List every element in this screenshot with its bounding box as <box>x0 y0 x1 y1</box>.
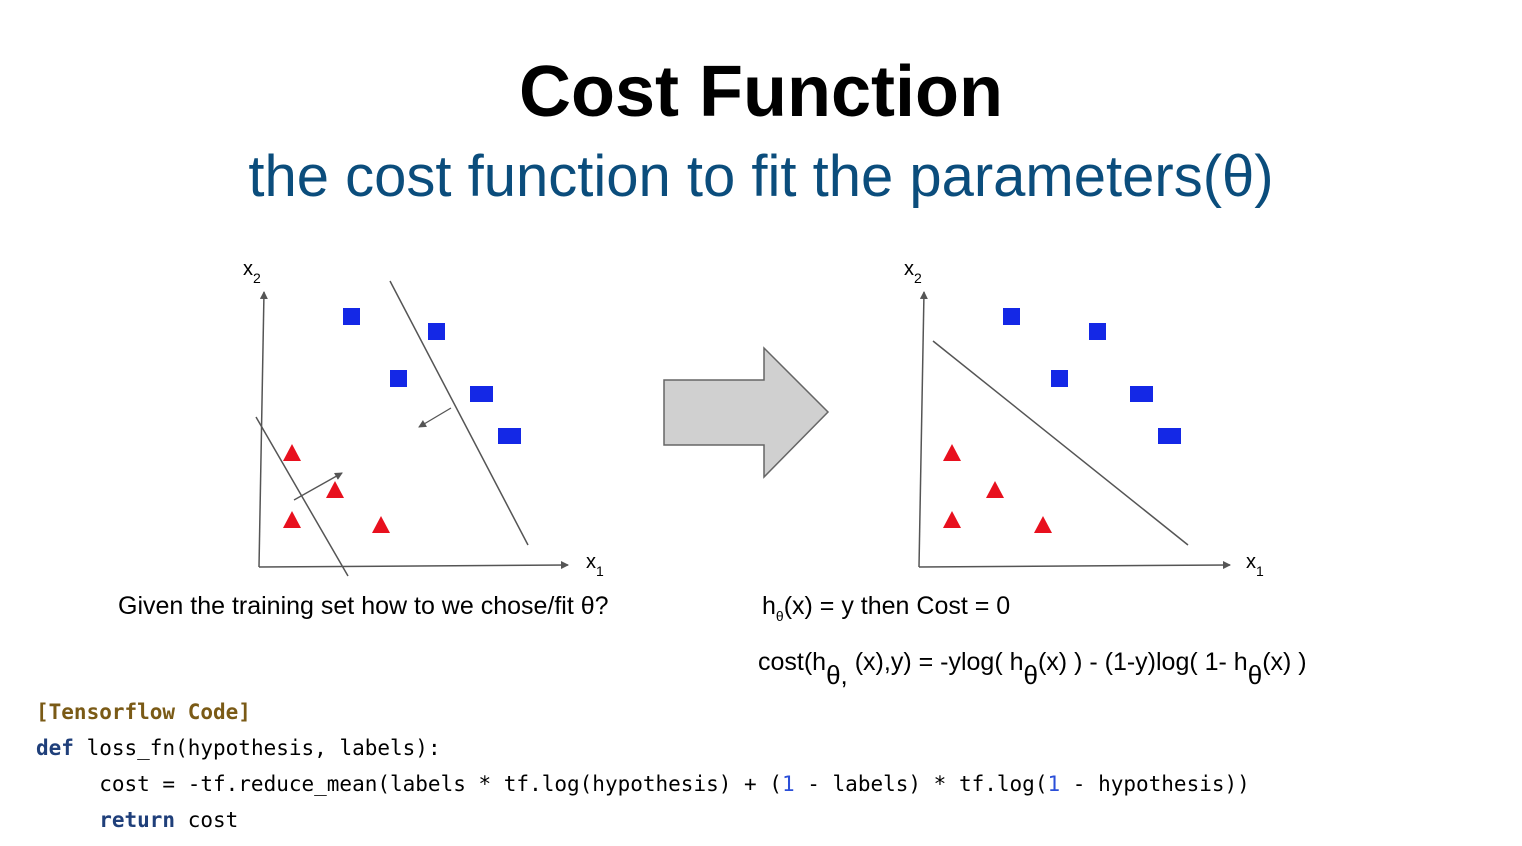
left-red-triangle <box>372 516 390 533</box>
code-line-def: def loss_fn(hypothesis, labels): <box>36 736 441 760</box>
left-boundary-line-2 <box>255 416 349 577</box>
left-blue-square <box>498 428 521 444</box>
right-arrow-icon <box>663 346 830 479</box>
right-blue-square <box>1003 308 1020 325</box>
left-x-axis-label: x1 <box>586 551 604 579</box>
tensorflow-code-block: [Tensorflow Code] def loss_fn(hypothesis,… <box>36 694 1250 838</box>
right-y-axis <box>918 291 928 568</box>
left-scatter-diagram: x2 x1 <box>243 258 604 579</box>
code-header: [Tensorflow Code] <box>36 700 251 724</box>
right-decision-boundary <box>932 340 1189 546</box>
right-scatter-diagram: x2 x1 <box>904 258 1264 579</box>
left-blue-square <box>343 308 360 325</box>
left-blue-square <box>428 323 445 340</box>
right-blue-square <box>1130 386 1153 402</box>
slide-subtitle: the cost function to fit the parameters(… <box>248 144 1274 209</box>
left-blue-square <box>470 386 493 402</box>
right-y-axis-label: x2 <box>904 258 922 286</box>
code-line-return: return cost <box>99 808 239 832</box>
right-x-axis <box>918 561 1231 570</box>
right-blue-square <box>1158 428 1181 444</box>
right-red-triangle <box>1034 516 1052 533</box>
right-red-triangle <box>943 444 961 461</box>
right-blue-square <box>1089 323 1106 340</box>
left-y-axis <box>258 291 268 568</box>
hypothesis-equation: hθ(x) = y then Cost = 0 <box>762 592 1011 624</box>
right-blue-square <box>1051 370 1068 387</box>
cost-equation: cost(hθ, (x),y) = -ylog( hθ(x) ) - (1-y)… <box>758 648 1307 690</box>
left-x-axis <box>258 561 569 570</box>
right-x-axis-label: x1 <box>1246 551 1264 579</box>
code-line-cost: cost = -tf.reduce_mean(labels * tf.log(h… <box>36 772 1250 796</box>
left-move-arrow-2 <box>293 472 343 501</box>
left-blue-square <box>390 370 407 387</box>
right-red-triangle <box>986 481 1004 498</box>
right-red-triangle <box>943 511 961 528</box>
left-red-triangle <box>326 481 344 498</box>
left-move-arrow-1 <box>418 407 452 428</box>
left-red-triangle <box>283 444 301 461</box>
slide-title: Cost Function <box>519 52 1003 132</box>
left-red-triangle <box>283 511 301 528</box>
training-set-question: Given the training set how to we chose/f… <box>118 592 609 620</box>
left-boundary-line-1 <box>389 280 529 546</box>
left-y-axis-label: x2 <box>243 258 261 286</box>
